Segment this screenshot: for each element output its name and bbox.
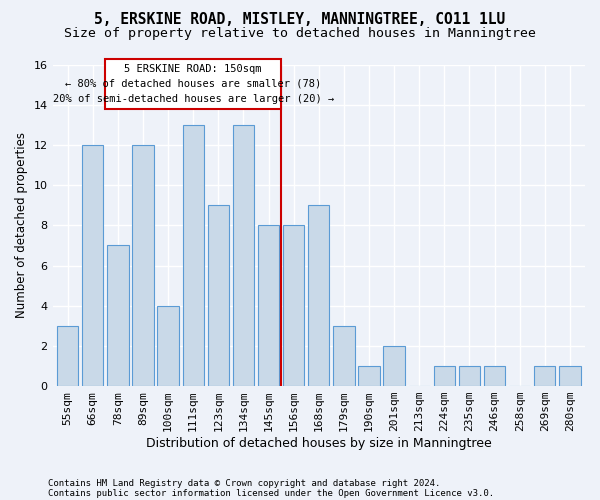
Bar: [157, 306, 179, 386]
Bar: [358, 366, 380, 386]
Bar: [484, 366, 505, 386]
FancyBboxPatch shape: [105, 58, 281, 109]
Bar: [434, 366, 455, 386]
Bar: [459, 366, 480, 386]
Bar: [383, 346, 405, 386]
Bar: [107, 246, 128, 386]
Bar: [333, 326, 355, 386]
Bar: [534, 366, 556, 386]
X-axis label: Distribution of detached houses by size in Manningtree: Distribution of detached houses by size …: [146, 437, 491, 450]
Bar: [132, 145, 154, 386]
Y-axis label: Number of detached properties: Number of detached properties: [15, 132, 28, 318]
Bar: [308, 206, 329, 386]
Bar: [258, 226, 279, 386]
Bar: [57, 326, 78, 386]
Bar: [283, 226, 304, 386]
Text: Size of property relative to detached houses in Manningtree: Size of property relative to detached ho…: [64, 28, 536, 40]
Bar: [559, 366, 581, 386]
Text: Contains HM Land Registry data © Crown copyright and database right 2024.: Contains HM Land Registry data © Crown c…: [48, 478, 440, 488]
Text: 5 ERSKINE ROAD: 150sqm: 5 ERSKINE ROAD: 150sqm: [124, 64, 262, 74]
Bar: [233, 125, 254, 386]
Text: 20% of semi-detached houses are larger (20) →: 20% of semi-detached houses are larger (…: [53, 94, 334, 104]
Bar: [208, 206, 229, 386]
Text: Contains public sector information licensed under the Open Government Licence v3: Contains public sector information licen…: [48, 488, 494, 498]
Text: ← 80% of detached houses are smaller (78): ← 80% of detached houses are smaller (78…: [65, 79, 322, 89]
Bar: [82, 145, 103, 386]
Text: 5, ERSKINE ROAD, MISTLEY, MANNINGTREE, CO11 1LU: 5, ERSKINE ROAD, MISTLEY, MANNINGTREE, C…: [94, 12, 506, 28]
Bar: [182, 125, 204, 386]
